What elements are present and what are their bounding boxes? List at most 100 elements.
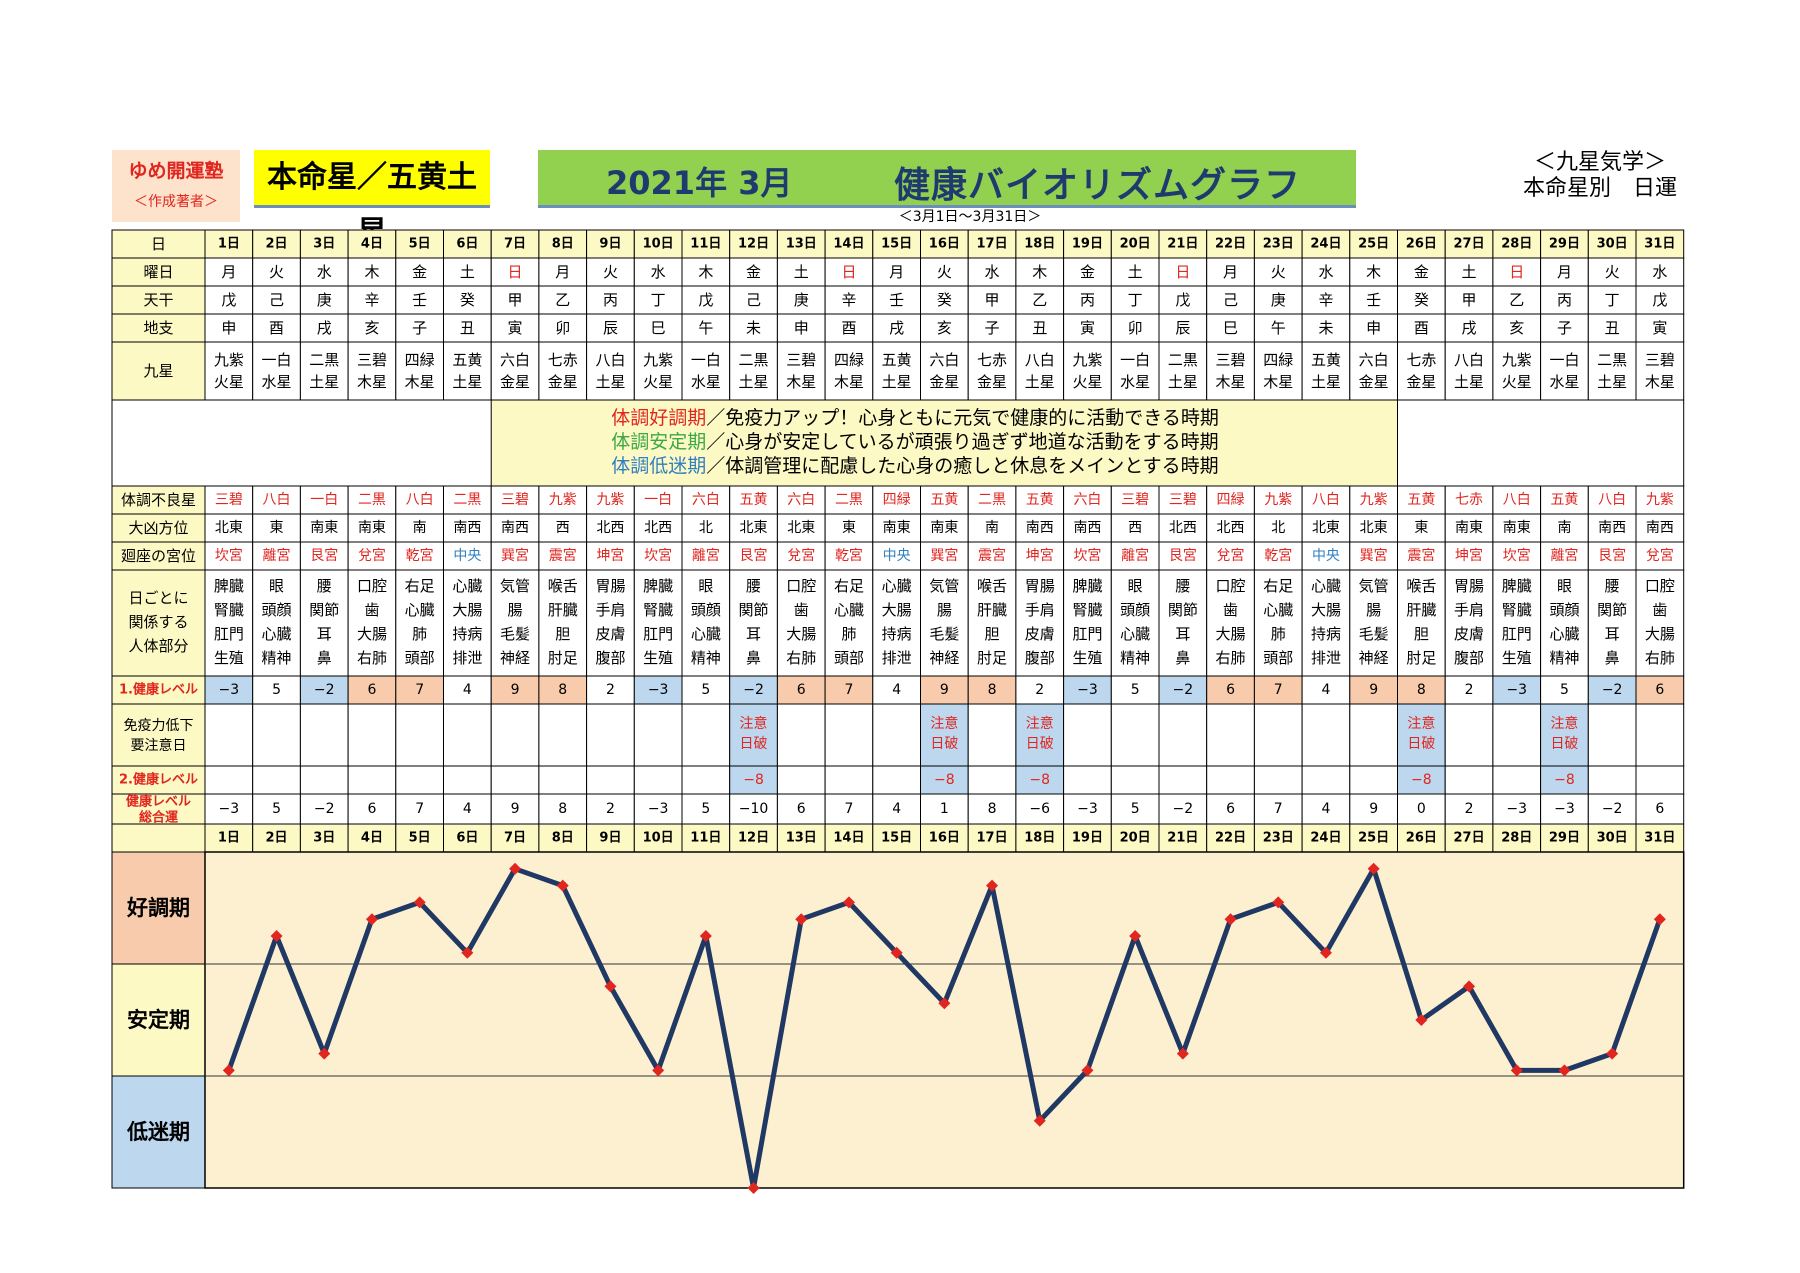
kan-label: 甲 <box>1462 291 1477 309</box>
data-point <box>222 1064 235 1077</box>
body-part: 頭顔 <box>691 601 721 619</box>
day-cell-bottom <box>1253 823 1303 853</box>
body-part: 口腔 <box>786 577 816 595</box>
bad-star-label: 八白 <box>1503 492 1531 508</box>
direction-cell <box>729 513 778 543</box>
body-part: 肘足 <box>977 649 1007 667</box>
body-cell <box>299 569 349 677</box>
row-label-day: 日 <box>151 235 166 253</box>
star-cell <box>681 341 731 401</box>
day-cell <box>347 229 397 259</box>
page-title: 健康バイオリズムグラフ <box>894 165 1302 206</box>
day-label-bottom: 8日 <box>552 831 574 846</box>
total-cell <box>252 793 301 825</box>
direction-cell <box>299 513 349 543</box>
kan-label: 庚 <box>317 291 332 309</box>
day-cell <box>824 229 874 259</box>
shi-label: 申 <box>794 319 809 337</box>
row-label-cell-shi <box>111 313 206 343</box>
legend-item-0: 体調好調期／免疫力アップ！心身ともに元気で健康的に活動できる時期 <box>611 407 1219 429</box>
body-part: 肺 <box>841 625 856 643</box>
star-label-2: 木星 <box>357 373 387 391</box>
immune-cell <box>204 703 254 767</box>
body-cell <box>633 569 683 677</box>
level2-cell <box>1301 765 1351 795</box>
star-label-2: 金星 <box>500 373 530 391</box>
total-value: −6 <box>1029 801 1050 817</box>
body-part: 腸 <box>1366 601 1381 619</box>
row-label-immune-1: 免疫力低下 <box>124 718 194 734</box>
direction-cell <box>490 513 540 543</box>
row-label-cell-day2 <box>111 823 206 853</box>
shi-label: 巳 <box>651 319 666 337</box>
body-part: 鼻 <box>746 649 761 667</box>
day-cell <box>443 229 492 259</box>
body-part: 神経 <box>1359 649 1389 667</box>
body-part: 生殖 <box>1072 649 1102 667</box>
star-label-2: 火星 <box>1502 373 1532 391</box>
star-label-1: 三碧 <box>1645 351 1675 369</box>
star-label-2: 火星 <box>1072 373 1102 391</box>
brand-box: ゆめ開運塾 ＜作成著者＞ <box>112 150 240 222</box>
bad-star-label: 三碧 <box>215 492 243 508</box>
body-part: 脾臓 <box>1072 577 1102 595</box>
row-label-total-1: 健康レベル <box>126 794 191 810</box>
data-point <box>1463 980 1476 993</box>
body-part: 肛門 <box>1072 625 1102 643</box>
immune-cell <box>1206 703 1255 767</box>
kan-label: 乙 <box>555 291 570 309</box>
star-cell <box>1110 341 1160 401</box>
level1-value: 8 <box>1417 682 1426 698</box>
bad-star-cell <box>1158 485 1208 515</box>
direction-label: 南東 <box>930 520 958 536</box>
weekday-cell <box>347 257 397 287</box>
weekday-label: 金 <box>1414 263 1429 281</box>
palace-cell <box>586 541 635 571</box>
total-value: 5 <box>272 801 281 817</box>
star-label-2: 土星 <box>595 373 625 391</box>
bad-star-label: 六白 <box>1073 492 1101 508</box>
level1-value: 4 <box>463 682 472 698</box>
kan-label: 壬 <box>1366 291 1381 309</box>
body-part: 腎臓 <box>214 601 244 619</box>
kan-label: 丙 <box>1557 291 1572 309</box>
data-point <box>509 862 522 875</box>
star-label-1: 一白 <box>691 351 721 369</box>
immune-cell <box>347 703 397 767</box>
shi-label: 辰 <box>603 319 618 337</box>
direction-label: 西 <box>1128 520 1142 536</box>
palace-label: 艮宮 <box>310 548 338 564</box>
body-cell <box>1635 569 1685 677</box>
palace-label: 兌宮 <box>1217 548 1245 564</box>
kan-label: 丁 <box>1605 291 1620 309</box>
day-label: 21日 <box>1167 237 1198 252</box>
weekday-cell <box>1158 257 1208 287</box>
row-label-body-2: 人体部分 <box>128 637 188 655</box>
bad-star-label: 三碧 <box>1169 492 1197 508</box>
body-part: 排泄 <box>452 649 482 667</box>
star-label-1: 五黄 <box>1311 351 1341 369</box>
immune-cell <box>681 703 731 767</box>
shi-label: 酉 <box>1414 319 1429 337</box>
level1-cell <box>443 675 492 705</box>
palace-cell <box>1015 541 1065 571</box>
immune-warning-2: 日破 <box>930 736 958 752</box>
direction-label: 北 <box>1271 520 1285 536</box>
day-cell-bottom <box>1158 823 1208 853</box>
body-part: 腎臓 <box>1502 601 1532 619</box>
bad-star-label: 五黄 <box>1026 491 1054 508</box>
bad-star-label: 二黒 <box>358 492 386 508</box>
data-point <box>1510 1064 1523 1077</box>
star-label-2: 土星 <box>1597 373 1627 391</box>
body-cell <box>443 569 492 677</box>
data-point <box>1653 913 1666 926</box>
weekday-label: 月 <box>1223 263 1238 281</box>
day-label-bottom: 3日 <box>313 831 335 846</box>
level2-cell <box>872 765 921 795</box>
day-cell-bottom <box>347 823 397 853</box>
level1-value: 4 <box>1321 682 1330 698</box>
direction-label: 西 <box>556 520 570 536</box>
star-label-2: 金星 <box>977 373 1007 391</box>
bad-star-label: 八白 <box>406 492 434 508</box>
immune-cell <box>1444 703 1494 767</box>
